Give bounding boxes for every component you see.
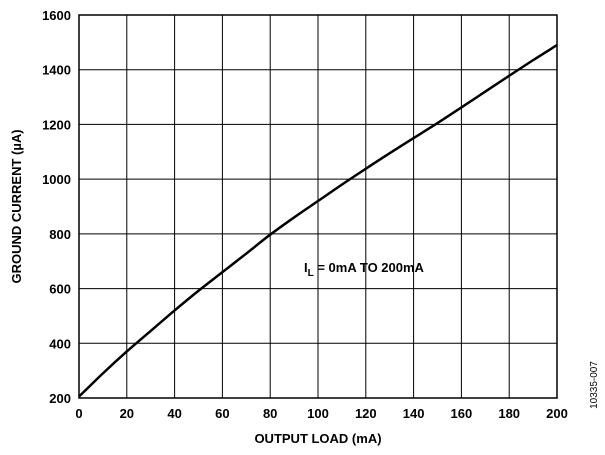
x-tick-label: 0 <box>75 406 82 421</box>
figure-id: 10335-007 <box>589 361 600 409</box>
x-tick-label: 140 <box>403 406 425 421</box>
annotation-rest: = 0mA TO 200mA <box>314 260 425 275</box>
series-line <box>78 44 558 398</box>
x-tick-label: 20 <box>120 406 134 421</box>
x-tick-label: 40 <box>167 406 181 421</box>
x-axis-label: OUTPUT LOAD (mA) <box>254 431 381 446</box>
load-range-annotation: IL = 0mA TO 200mA <box>304 260 425 279</box>
x-tick-label: 100 <box>307 406 329 421</box>
annotation-subscript: L <box>308 268 314 279</box>
y-tick-label: 1600 <box>42 8 71 23</box>
y-tick-label: 800 <box>49 227 71 242</box>
y-tick-label: 400 <box>49 336 71 351</box>
y-tick-label: 1400 <box>42 63 71 78</box>
y-tick-label: 600 <box>49 282 71 297</box>
y-tick-label: 1000 <box>42 172 71 187</box>
x-tick-label: 60 <box>215 406 229 421</box>
plot-frame <box>78 14 558 399</box>
x-tick-label: 160 <box>451 406 473 421</box>
x-tick-label: 120 <box>355 406 377 421</box>
y-tick-label: 200 <box>49 391 71 406</box>
y-tick-label: 1200 <box>42 117 71 132</box>
annotation-main: I <box>304 260 308 275</box>
x-tick-label: 200 <box>546 406 568 421</box>
y-tick-labels: 200 400 600 800 1000 1200 1400 1600 <box>42 8 71 406</box>
grid-lines <box>78 14 558 399</box>
y-axis-label: GROUND CURRENT (µA) <box>9 129 24 283</box>
x-tick-label: 180 <box>498 406 520 421</box>
x-tick-label: 80 <box>263 406 277 421</box>
x-tick-labels: 0 20 40 60 80 100 120 140 160 180 200 <box>75 406 567 421</box>
